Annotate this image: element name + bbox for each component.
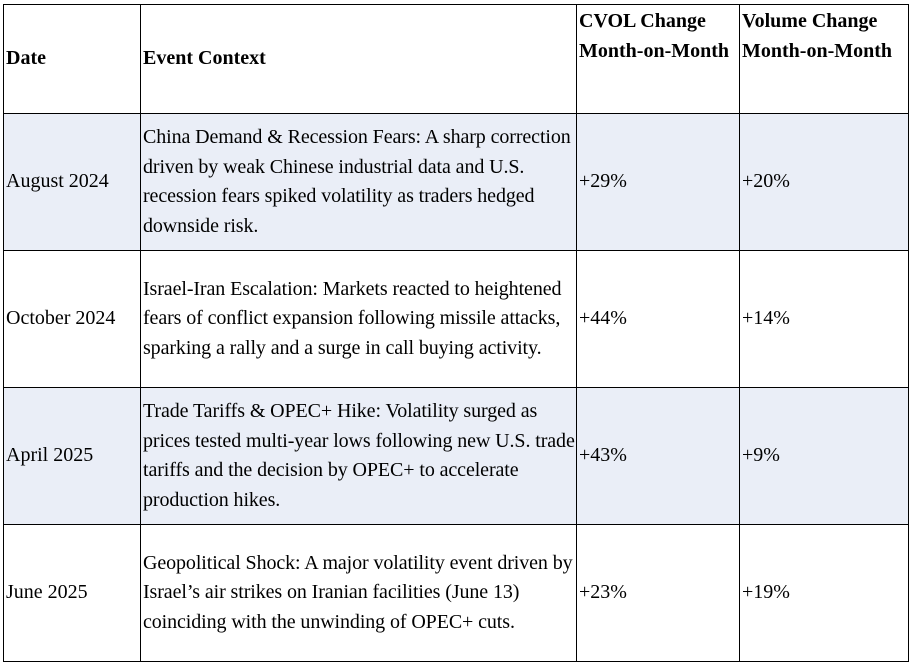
table-row: April 2025 Trade Tariffs & OPEC+ Hike: V… (3, 387, 909, 525)
cell-volume-change: +14% (739, 250, 909, 388)
cell-cvol-change: +23% (576, 524, 740, 662)
cell-volume-change: +9% (739, 387, 909, 525)
header-volume-change: Volume Change Month-on-Month (739, 4, 909, 114)
cell-volume-change: +19% (739, 524, 909, 662)
table-row: June 2025 Geopolitical Shock: A major vo… (3, 524, 909, 662)
cell-date: June 2025 (3, 524, 141, 662)
cell-event-context: Geopolitical Shock: A major volatility e… (140, 524, 577, 662)
cell-cvol-change: +43% (576, 387, 740, 525)
header-cvol-change: CVOL Change Month-on-Month (576, 4, 740, 114)
cell-date: October 2024 (3, 250, 141, 388)
cell-date: April 2025 (3, 387, 141, 525)
events-table: Date Event Context CVOL Change Month-on-… (3, 4, 909, 662)
header-event-context: Event Context (140, 4, 577, 114)
table-row: October 2024 Israel-Iran Escalation: Mar… (3, 250, 909, 388)
cell-cvol-change: +44% (576, 250, 740, 388)
cell-event-context: Israel-Iran Escalation: Markets reacted … (140, 250, 577, 388)
header-row: Date Event Context CVOL Change Month-on-… (3, 4, 909, 114)
cell-date: August 2024 (3, 113, 141, 251)
cell-event-context: Trade Tariffs & OPEC+ Hike: Volatility s… (140, 387, 577, 525)
cell-volume-change: +20% (739, 113, 909, 251)
table-row: August 2024 China Demand & Recession Fea… (3, 113, 909, 251)
cell-cvol-change: +29% (576, 113, 740, 251)
header-date: Date (3, 4, 141, 114)
cell-event-context: China Demand & Recession Fears: A sharp … (140, 113, 577, 251)
